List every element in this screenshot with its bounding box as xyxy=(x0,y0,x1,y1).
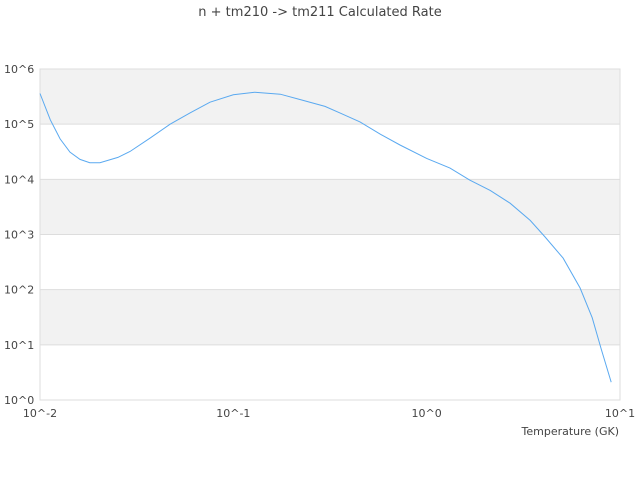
y-tick-label: 10^0 xyxy=(4,394,34,407)
y-tick-label: 10^5 xyxy=(4,118,34,131)
grid-band xyxy=(40,344,620,400)
x-tick-label: 10^0 xyxy=(412,407,442,420)
x-axis-label: Temperature (GK) xyxy=(521,425,620,438)
y-tick-label: 10^3 xyxy=(4,229,34,242)
y-tick-label: 10^4 xyxy=(4,173,34,186)
x-tick-label: 10^-1 xyxy=(216,407,250,420)
y-tick-label: 10^1 xyxy=(4,339,34,352)
y-tick-label: 10^2 xyxy=(4,284,34,297)
grid-band xyxy=(40,234,620,290)
x-tick-label: 10^-2 xyxy=(23,407,57,420)
y-tick-label: 10^6 xyxy=(4,63,34,76)
grid-band xyxy=(40,289,620,345)
grid-band xyxy=(40,124,620,180)
x-tick-label: 10^1 xyxy=(605,407,635,420)
series-line xyxy=(39,91,612,383)
chart-title: n + tm210 -> tm211 Calculated Rate xyxy=(198,5,441,20)
grid-band xyxy=(40,69,620,125)
grid-band xyxy=(40,179,620,235)
plot-frame xyxy=(39,68,621,401)
